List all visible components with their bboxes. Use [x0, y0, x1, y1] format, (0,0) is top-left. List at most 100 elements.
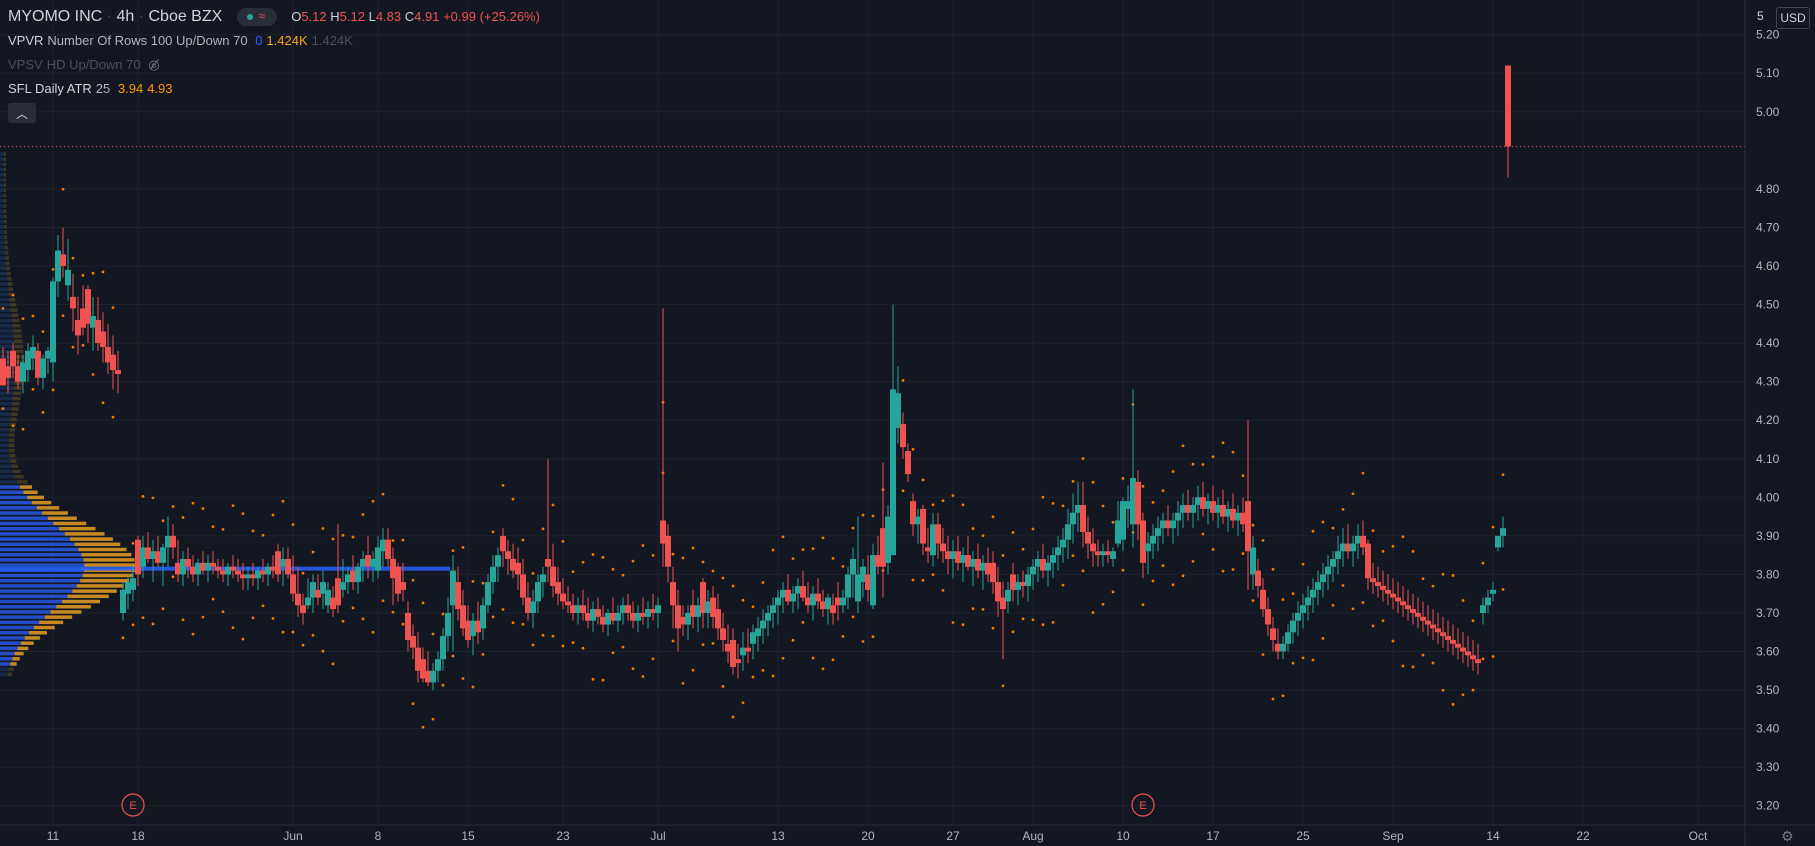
atr-lower-dot	[11, 424, 15, 428]
symbol-legend[interactable]: MYOMO INC · 4h · Cboe BZX ≈ O5.12 H5.12 …	[8, 8, 540, 26]
candle-down	[210, 562, 216, 567]
vp-bar-up	[0, 594, 68, 599]
candle-up	[125, 582, 131, 594]
atr-upper-dot	[1051, 501, 1055, 505]
candle-down	[730, 639, 736, 667]
candle-down	[85, 289, 91, 324]
candle-up	[870, 555, 876, 606]
atr-upper-dot	[601, 555, 605, 559]
symbol-name[interactable]: MYOMO INC	[8, 8, 103, 26]
candle-down	[260, 570, 266, 575]
candle-up	[590, 609, 596, 621]
candle-up	[540, 574, 546, 583]
vp-bar-up	[0, 469, 13, 474]
vp-bar-up	[0, 152, 4, 156]
low-value: 4.83	[375, 9, 402, 25]
atr-lower-dot	[381, 599, 385, 603]
vp-bar-up	[0, 282, 8, 286]
atr-upper-dot	[191, 501, 195, 505]
vp-bar-up	[0, 402, 13, 406]
atr-upper-dot	[261, 533, 265, 537]
atr-upper-dot	[561, 540, 565, 543]
atr-upper-dot	[461, 546, 465, 549]
interval-label[interactable]: 4h	[116, 8, 135, 26]
vp-bar-down	[16, 480, 28, 484]
vp-bar-down	[69, 537, 113, 541]
atr-upper-dot	[161, 519, 165, 523]
time-tick-label: 22	[1576, 829, 1590, 843]
vp-bar-up	[0, 271, 7, 276]
candle-down	[385, 539, 391, 559]
candle-up	[180, 558, 186, 575]
candle-up	[1150, 535, 1156, 544]
vp-bar-down	[3, 209, 7, 213]
candle-up	[645, 609, 651, 617]
candle-up	[655, 605, 661, 613]
time-axis[interactable]: 11 18 Jun 8 15 23 Jul 13 20 27 Aug 10 17 25 Sep 14 22 Oct…	[0, 824, 1815, 845]
candle-up	[1070, 512, 1076, 525]
vp-bar-down	[11, 313, 19, 318]
candle-up	[265, 566, 271, 575]
candle-down	[1395, 597, 1401, 602]
vpsv-legend[interactable]: VPSV HD Up/Down 70 ◎̸	[8, 57, 160, 73]
atr-upper-dot	[821, 536, 825, 540]
candle-up	[1060, 539, 1066, 548]
currency-button[interactable]: USD	[1776, 7, 1810, 29]
atr-lower-dot	[1071, 554, 1075, 558]
collapse-legend-button[interactable]: ︿	[8, 103, 36, 123]
atr-upper-dot	[181, 516, 185, 519]
atr-upper-dot	[581, 560, 585, 564]
candle-down	[520, 574, 526, 598]
atr-legend[interactable]: SFL Daily ATR 25 3.94 4.93	[8, 81, 173, 96]
atr-upper-dot	[641, 544, 645, 547]
atr-upper-dot	[681, 556, 685, 560]
vp-bar-down	[14, 339, 23, 344]
atr-lower-dot	[31, 388, 35, 391]
vp-bar-up	[0, 360, 15, 364]
candle-up	[1335, 551, 1341, 559]
hidden-eye-icon[interactable]: ◎̸	[148, 57, 160, 72]
atr-upper-dot	[301, 571, 305, 575]
vp-bar-up	[0, 662, 11, 666]
vp-bar-up	[0, 599, 63, 604]
atr-upper-dot	[61, 187, 65, 191]
candle-up	[40, 358, 46, 378]
candle-up	[885, 516, 891, 563]
atr-lower-dot	[1461, 693, 1465, 697]
candle-down	[1410, 609, 1416, 613]
candle-up	[1350, 543, 1356, 552]
market-status-toggle[interactable]: ≈	[236, 8, 277, 26]
vp-bar-down	[3, 162, 7, 167]
candle-up	[435, 659, 441, 671]
vp-bar-down	[3, 178, 7, 182]
candle-down	[295, 593, 301, 606]
candle-down	[680, 616, 686, 625]
atr-upper-dot	[1081, 457, 1085, 460]
vpvr-legend[interactable]: VPVR Number Of Rows 100 Up/Down 70 0 1.424…	[8, 33, 353, 48]
price-axis[interactable]: 5.20 5.10 5.00 4.80 4.70 4.60 4.50 4.40 4.30 4.20…	[1744, 0, 1815, 846]
candle-down	[555, 582, 561, 594]
candle-down	[1245, 501, 1251, 552]
candle-down	[630, 612, 636, 621]
candle-down	[710, 597, 716, 617]
vp-bar-down	[10, 662, 17, 666]
atr-upper-dot	[491, 530, 495, 534]
candle-down	[1405, 605, 1411, 610]
vpsv-name[interactable]: VPSV	[8, 57, 43, 72]
atr-upper-dot	[11, 293, 15, 297]
atr-lower-dot	[391, 610, 395, 614]
exchange-label: Cboe BZX	[148, 8, 223, 26]
atr-upper-dot	[1001, 554, 1005, 557]
vpvr-name[interactable]: VPVR	[8, 33, 44, 48]
candle-down	[15, 366, 21, 382]
atr-upper-dot	[931, 503, 935, 507]
candle-down	[935, 524, 941, 544]
vp-bar-up	[0, 532, 65, 536]
atr-lower-dot	[861, 640, 865, 643]
atr-name[interactable]: SFL Daily ATR	[8, 81, 92, 96]
candle-down	[700, 582, 706, 613]
vp-bar-down	[5, 261, 10, 265]
vp-bar-down	[3, 193, 7, 198]
candle-down	[500, 535, 506, 552]
